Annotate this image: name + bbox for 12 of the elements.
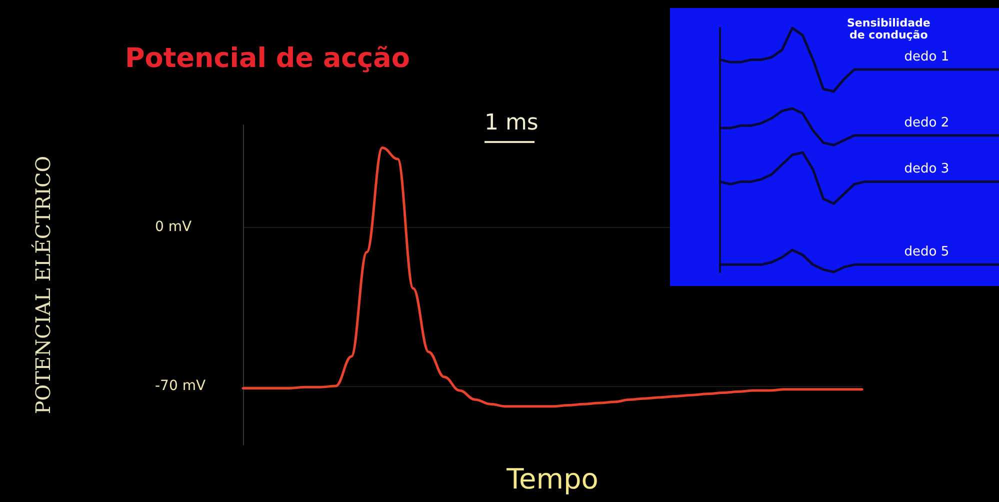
chart-title: Sensibilidade de condução (846, 16, 930, 42)
chart-title: Potencial de acção (125, 43, 410, 74)
series-label: dedo 3 (904, 162, 950, 177)
annotation: 1 ms (484, 110, 538, 136)
series-label: dedo 2 (904, 115, 950, 130)
y-tick-label: -70 mV (155, 378, 206, 394)
series-label: dedo 1 (904, 49, 950, 64)
y-axis-title: POTENCIAL ELÉCTRICO (31, 156, 55, 414)
series-label: dedo 5 (904, 244, 950, 260)
line-series (242, 146, 864, 408)
x-axis-title: Tempo (506, 462, 598, 496)
y-tick-label: 0 mV (155, 219, 192, 236)
